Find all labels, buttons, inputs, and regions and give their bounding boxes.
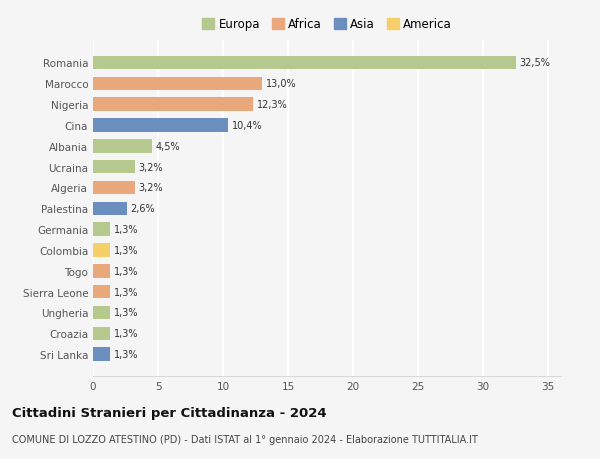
Bar — [93, 264, 110, 278]
Text: 1,3%: 1,3% — [114, 224, 139, 235]
Text: 1,3%: 1,3% — [114, 266, 139, 276]
Bar — [93, 119, 228, 133]
Text: 10,4%: 10,4% — [232, 121, 263, 131]
Text: 2,6%: 2,6% — [131, 204, 155, 214]
Bar — [93, 161, 134, 174]
Text: COMUNE DI LOZZO ATESTINO (PD) - Dati ISTAT al 1° gennaio 2024 - Elaborazione TUT: COMUNE DI LOZZO ATESTINO (PD) - Dati IST… — [12, 434, 478, 444]
Bar — [93, 140, 151, 153]
Text: 13,0%: 13,0% — [266, 79, 296, 89]
Bar — [93, 223, 110, 236]
Bar — [93, 202, 127, 216]
Bar — [93, 56, 515, 70]
Bar — [93, 327, 110, 341]
Bar — [93, 347, 110, 361]
Bar — [93, 244, 110, 257]
Bar — [93, 306, 110, 319]
Text: 3,2%: 3,2% — [139, 183, 163, 193]
Text: 4,5%: 4,5% — [155, 141, 180, 151]
Bar — [93, 77, 262, 91]
Text: 1,3%: 1,3% — [114, 287, 139, 297]
Text: 12,3%: 12,3% — [257, 100, 287, 110]
Text: 3,2%: 3,2% — [139, 162, 163, 172]
Text: 1,3%: 1,3% — [114, 329, 139, 339]
Bar — [93, 285, 110, 299]
Legend: Europa, Africa, Asia, America: Europa, Africa, Asia, America — [197, 14, 457, 36]
Text: 32,5%: 32,5% — [520, 58, 550, 68]
Text: 1,3%: 1,3% — [114, 308, 139, 318]
Bar — [93, 98, 253, 112]
Text: 1,3%: 1,3% — [114, 349, 139, 359]
Text: Cittadini Stranieri per Cittadinanza - 2024: Cittadini Stranieri per Cittadinanza - 2… — [12, 406, 326, 419]
Text: 1,3%: 1,3% — [114, 246, 139, 255]
Bar — [93, 181, 134, 195]
